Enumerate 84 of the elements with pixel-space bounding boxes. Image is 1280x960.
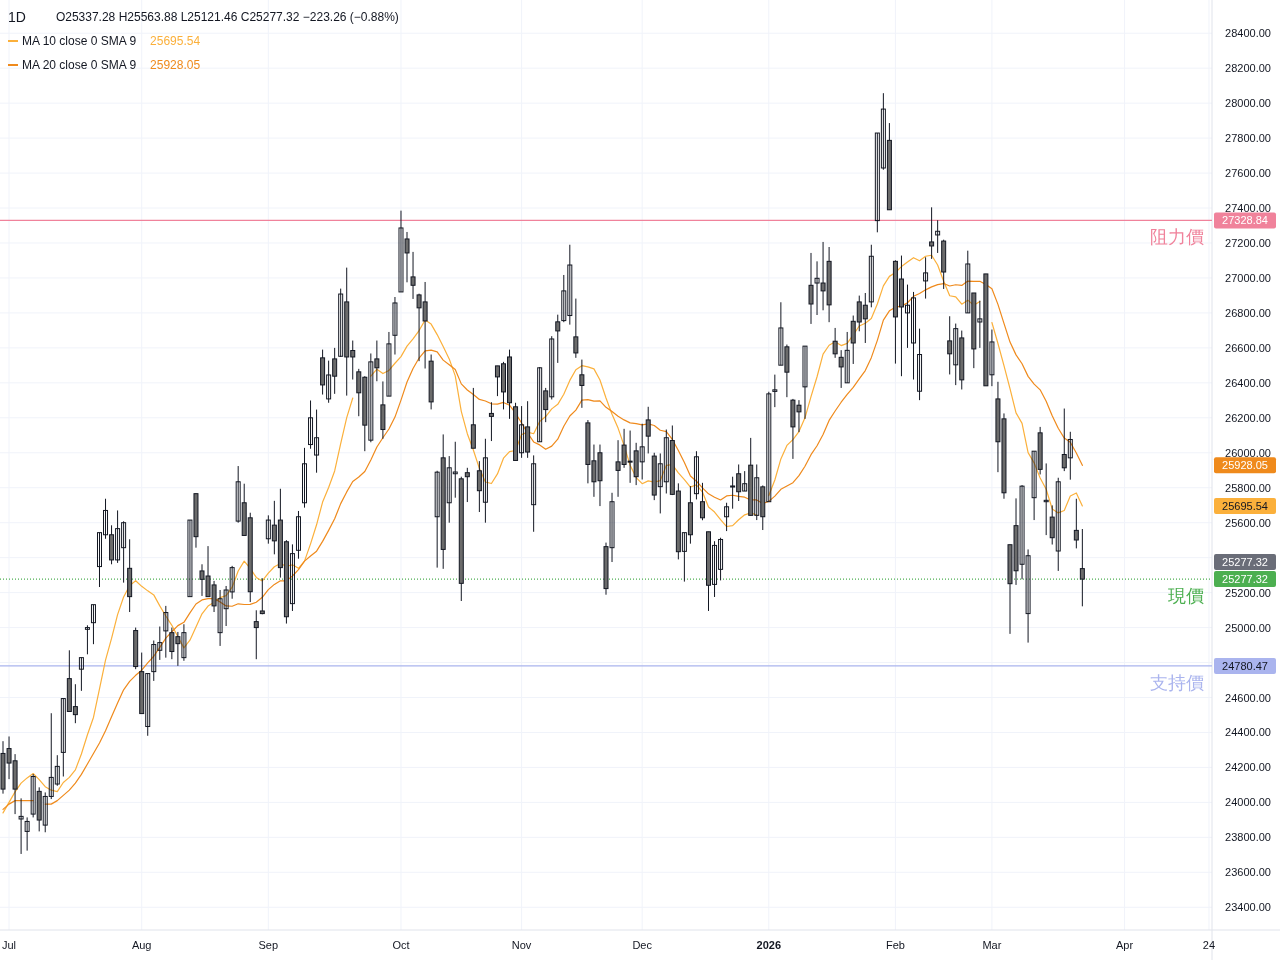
annotation: 25695.54: [150, 34, 201, 48]
y-tick-label: 24400.00: [1225, 726, 1271, 739]
candlestick: [555, 314, 561, 364]
x-tick-label: Aug: [131, 939, 152, 951]
candlestick: [772, 374, 778, 408]
ref-line-label: 阻力價: [1150, 227, 1204, 248]
y-tick-label: 28000.00: [1225, 97, 1271, 110]
candlestick: [464, 467, 470, 503]
x-tick-label: 2026: [756, 939, 782, 951]
x-tick-label: Mar: [982, 939, 1002, 951]
candlestick: [693, 450, 699, 500]
x-tick-label: Feb: [885, 939, 905, 951]
candlestick: [1079, 528, 1085, 607]
candlestick: [18, 797, 24, 855]
text: O25337.28 H25563.88 L25121.46 C25277.32 −223.26 (−0.88%): [55, 10, 399, 24]
candlestick: [579, 359, 585, 409]
y-tick-label: 28400.00: [1225, 27, 1271, 40]
candlestick: [1073, 498, 1079, 549]
y-tick-label: 25000.00: [1225, 621, 1271, 634]
price-tag: 25277.32: [1214, 554, 1276, 571]
legend-label: MA 20 close 0 SMA 9: [22, 58, 137, 72]
candlestick: [259, 577, 265, 615]
candlestick: [84, 624, 90, 655]
x-tick-label: Sep: [258, 939, 279, 951]
candlestick: [1043, 462, 1049, 536]
y-tick-label: 23800.00: [1225, 831, 1271, 844]
y-tick-label: 24200.00: [1225, 761, 1271, 774]
candlestick: [724, 502, 730, 532]
x-tick-label: Nov: [511, 939, 532, 951]
y-tick-label: 25800.00: [1225, 481, 1271, 494]
candlestick: [929, 206, 935, 260]
candlestick: [917, 328, 923, 401]
x-tick-label: 24: [1202, 939, 1216, 951]
candlestick: [699, 482, 705, 521]
candlestick: [78, 657, 84, 692]
y-tick-label: 28200.00: [1225, 62, 1271, 75]
y-tick-label: 23600.00: [1225, 866, 1271, 879]
candlestick: [573, 298, 579, 359]
candlestick: [302, 447, 308, 509]
candlestick: [470, 387, 476, 449]
candlestick: [802, 345, 808, 420]
candlestick: [488, 401, 494, 442]
candlestick: [808, 252, 814, 325]
y-tick-label: 27400.00: [1225, 202, 1271, 215]
annotation: 25928.05: [150, 58, 201, 72]
y-tick-label: 24600.00: [1225, 691, 1271, 704]
x-tick-label: Jul: [2, 939, 17, 951]
candlestick: [253, 609, 259, 660]
y-tick-label: 26800.00: [1225, 306, 1271, 319]
y-tick-label: 26600.00: [1225, 341, 1271, 354]
candlestick: [868, 244, 874, 308]
candlestick: [935, 219, 941, 254]
candlestick: [386, 331, 392, 397]
candlestick: [531, 454, 537, 533]
y-tick-label: 27200.00: [1225, 236, 1271, 249]
y-tick-label: 26200.00: [1225, 411, 1271, 424]
candlestick: [923, 256, 929, 300]
y-tick-label: 25600.00: [1225, 516, 1271, 529]
candlestick: [24, 816, 30, 852]
price-tag: 25277.32: [1214, 571, 1276, 588]
candlestick: [163, 605, 169, 659]
candlestick: [410, 251, 416, 300]
ref-line-label: 支持價: [1150, 672, 1204, 693]
x-tick-label: Dec: [632, 939, 653, 951]
y-tick-label: 26000.00: [1225, 446, 1271, 459]
y-tick-label: 26400.00: [1225, 376, 1271, 389]
y-tick-label: 23400.00: [1225, 901, 1271, 914]
x-tick-label: Oct: [392, 939, 410, 951]
candlestick: [295, 510, 301, 560]
price-tag: 27328.84: [1214, 212, 1276, 229]
legend-label: MA 10 close 0 SMA 9: [22, 34, 137, 48]
price-tag: 25928.05: [1214, 457, 1276, 474]
y-tick-label: 25200.00: [1225, 586, 1271, 599]
y-tick-label: 27000.00: [1225, 271, 1271, 284]
candlestick: [90, 604, 96, 645]
x-tick-label: Apr: [1116, 939, 1134, 951]
y-tick-label: 27800.00: [1225, 132, 1271, 145]
ref-line-label: 現價: [1168, 586, 1204, 607]
y-tick-label: 24000.00: [1225, 796, 1271, 809]
candlestick: [645, 406, 651, 454]
text: 1D: [8, 9, 26, 25]
y-tick-label: 27600.00: [1225, 167, 1271, 180]
candlestick: [832, 327, 838, 359]
candlestick: [392, 296, 398, 356]
